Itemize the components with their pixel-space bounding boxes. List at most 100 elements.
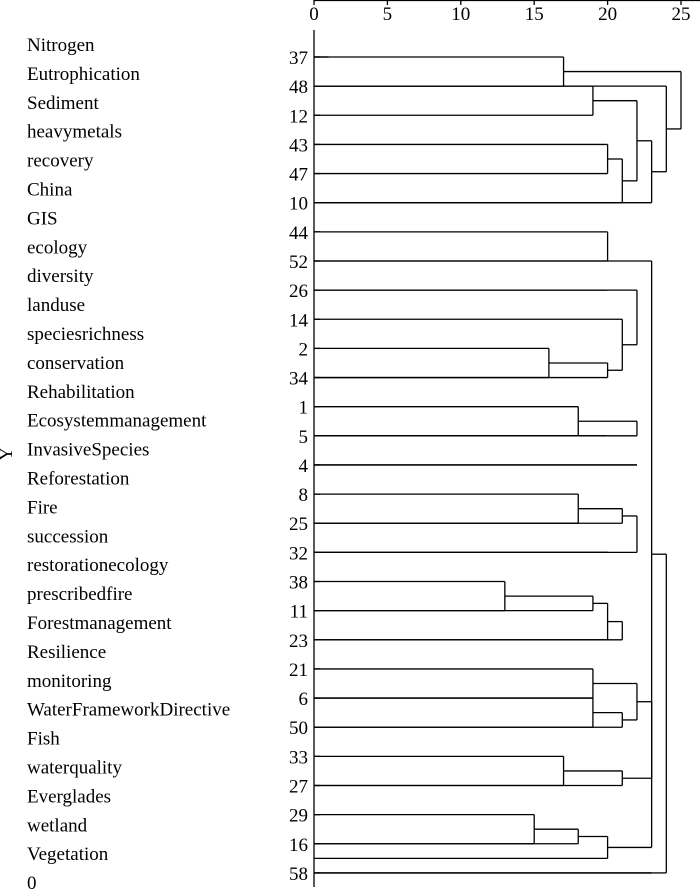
axis-tick-label: 5 — [383, 4, 393, 25]
keyword-label: wetland — [27, 815, 88, 836]
merge-bracket — [314, 406, 579, 437]
leaf-id: 23 — [289, 631, 308, 652]
keyword-label: conservation — [27, 353, 125, 374]
merge-bracket — [563, 70, 682, 130]
keyword-label: restorationecology — [27, 555, 169, 576]
merge-bracket — [578, 420, 638, 437]
merge-bracket — [592, 100, 638, 182]
leaf-id: 50 — [289, 718, 308, 739]
merge-bracket — [592, 682, 638, 721]
keyword-label: ecology — [27, 237, 88, 258]
merge-bracket — [314, 493, 579, 524]
keyword-label: Fire — [27, 497, 58, 518]
keyword-label: GIS — [27, 208, 58, 229]
keyword-label: Everglades — [27, 786, 111, 807]
merge-bracket — [314, 712, 623, 728]
leaf-id: 8 — [299, 485, 309, 506]
leaf-id: 38 — [289, 573, 308, 594]
axis-tick-label: 20 — [598, 4, 617, 25]
leaf-id: 11 — [290, 602, 308, 623]
merge-bracket — [314, 770, 623, 787]
keyword-label: speciesrichness — [27, 324, 144, 345]
merge-bracket — [314, 813, 535, 845]
keyword-label: Vegetation — [27, 844, 109, 865]
keyword-label: China — [27, 180, 73, 201]
dendrogram-tree — [313, 30, 682, 887]
merge-bracket — [314, 362, 609, 379]
keyword-label: Fish — [27, 729, 60, 750]
merge-bracket — [314, 828, 579, 845]
keyword-label: Ecosystemmanagement — [27, 411, 207, 432]
keyword-label: landuse — [27, 295, 85, 316]
keyword-label: monitoring — [27, 671, 112, 692]
axis-tick-label: 25 — [672, 4, 691, 25]
merge-bracket — [607, 289, 638, 346]
keyword-list: Nitrogen Eutrophication Sediment heavymetal… — [27, 35, 230, 894]
merge-bracket — [314, 515, 638, 554]
merge-bracket — [314, 140, 653, 204]
leaf-id: 12 — [289, 106, 308, 127]
leaf-id: 34 — [289, 369, 309, 390]
merge-bracket — [314, 158, 623, 204]
keyword-label: Resilience — [27, 642, 106, 663]
leaf-id: 58 — [289, 864, 308, 885]
leaf-id: 47 — [289, 165, 308, 186]
leaf-id: 10 — [289, 194, 308, 215]
y-axis-label: Y — [0, 447, 17, 461]
leaf-id: 43 — [289, 135, 308, 156]
leaf-id: 27 — [289, 777, 308, 798]
leaf-id: 6 — [299, 689, 309, 710]
merge-bracket — [314, 231, 609, 262]
keyword-label: WaterFrameworkDirective — [27, 700, 230, 721]
leaf-id: 4 — [299, 456, 309, 477]
keyword-label: Eutrophication — [27, 64, 140, 85]
leaf-id: 32 — [289, 543, 308, 564]
keyword-label: prescribedfire — [27, 584, 133, 605]
merge-bracket — [314, 56, 565, 87]
merge-bracket — [314, 85, 594, 116]
merge-bracket — [314, 580, 506, 612]
keyword-label: waterquality — [27, 758, 122, 779]
axis-tick-label: 15 — [525, 4, 544, 25]
leaf-id-list: 3748124347104452261423415482532381123216… — [289, 48, 309, 885]
merge-bracket — [314, 620, 623, 641]
merge-bracket — [314, 347, 550, 379]
keyword-label: InvasiveSpecies — [27, 440, 149, 461]
merge-bracket — [314, 697, 594, 728]
merge-bracket — [314, 595, 594, 612]
merge-bracket — [314, 602, 609, 641]
keyword-label: Sediment — [27, 93, 99, 114]
distance-axis: 0 5 10 15 20 25 — [309, 0, 700, 25]
keyword-label: 0 — [27, 873, 37, 894]
keyword-label: recovery — [27, 151, 94, 172]
leaf-id: 44 — [289, 223, 309, 244]
leaf-id: 29 — [289, 806, 308, 827]
merge-bracket — [314, 668, 594, 699]
leaf-id: 14 — [289, 310, 309, 331]
leaf-id: 1 — [299, 398, 309, 419]
leaf-id: 16 — [289, 835, 308, 856]
merge-bracket — [314, 755, 565, 787]
axis-tick-label: 0 — [309, 4, 319, 25]
axis-tick-label: 10 — [451, 4, 470, 25]
leaf-id: 52 — [289, 252, 308, 273]
keyword-label: diversity — [27, 266, 94, 287]
leaf-id: 48 — [289, 77, 308, 98]
leaf-id: 37 — [289, 48, 308, 69]
keyword-label: Rehabilitation — [27, 382, 135, 403]
merge-bracket — [651, 553, 667, 874]
keyword-label: Forestmanagement — [27, 613, 172, 634]
merge-bracket — [314, 835, 609, 859]
leaf-id: 5 — [299, 427, 309, 448]
leaf-id: 33 — [289, 747, 308, 768]
leaf-id: 25 — [289, 514, 308, 535]
merge-bracket — [314, 143, 609, 175]
keyword-label: heavymetals — [27, 122, 122, 143]
keyword-label: succession — [27, 526, 109, 547]
keyword-label: Reforestation — [27, 469, 130, 490]
keyword-label: Nitrogen — [27, 35, 95, 56]
leaf-id: 2 — [299, 339, 309, 360]
leaf-id: 26 — [289, 281, 308, 302]
merge-bracket — [314, 508, 623, 524]
